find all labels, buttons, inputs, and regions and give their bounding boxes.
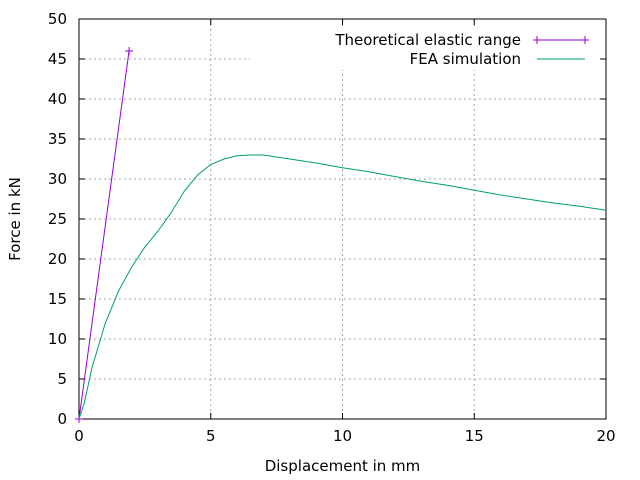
legend-label: Theoretical elastic range xyxy=(334,31,521,49)
data-point xyxy=(125,47,134,55)
legend-marker xyxy=(533,36,541,44)
x-tick-label: 20 xyxy=(596,427,615,445)
y-tick-label: 30 xyxy=(48,170,67,188)
x-tick-label: 5 xyxy=(206,427,216,445)
x-tick-label: 10 xyxy=(333,427,352,445)
y-tick-label: 5 xyxy=(57,370,67,388)
x-axis-label: Displacement in mm xyxy=(265,457,421,475)
series-group xyxy=(75,47,607,423)
x-tick-label: 0 xyxy=(74,427,84,445)
y-tick-label: 0 xyxy=(57,410,67,428)
series-line xyxy=(78,50,130,420)
legend-background xyxy=(250,26,600,70)
y-tick-label: 15 xyxy=(48,290,67,308)
legend-label: FEA simulation xyxy=(410,50,521,68)
y-tick-label: 35 xyxy=(48,130,67,148)
y-tick-label: 45 xyxy=(48,50,67,68)
y-tick-label: 25 xyxy=(48,210,67,228)
y-axis-label: Force in kN xyxy=(6,177,24,261)
y-tick-label: 40 xyxy=(48,90,67,108)
y-tick-label: 50 xyxy=(48,10,67,28)
y-tick-label: 10 xyxy=(48,330,67,348)
legend-marker xyxy=(581,36,589,44)
grid xyxy=(79,19,606,419)
x-tick-label: 15 xyxy=(465,427,484,445)
series-line xyxy=(78,154,607,420)
y-tick-label: 20 xyxy=(48,250,67,268)
axis-ticks: 0 5 10 15 20 0 5 10 15 20 25 30 35 40 45 50 xyxy=(48,10,616,445)
